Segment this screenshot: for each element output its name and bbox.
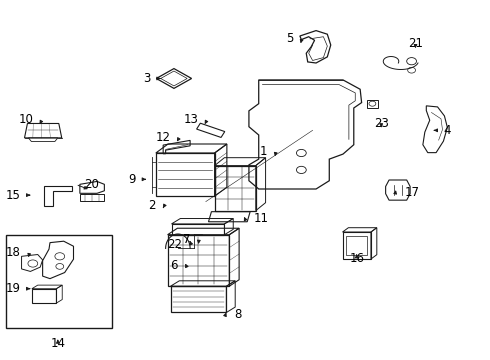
- Text: 9: 9: [129, 173, 136, 186]
- Text: 2: 2: [148, 199, 156, 212]
- Text: 6: 6: [170, 259, 177, 272]
- Text: 21: 21: [408, 37, 423, 50]
- Text: 22: 22: [167, 238, 182, 251]
- Text: 23: 23: [374, 117, 389, 130]
- Text: 10: 10: [19, 113, 33, 126]
- Text: 16: 16: [349, 252, 364, 265]
- Text: 19: 19: [5, 282, 21, 295]
- Text: 11: 11: [254, 212, 269, 225]
- Text: 1: 1: [260, 145, 267, 158]
- Text: 3: 3: [144, 72, 151, 85]
- Text: 15: 15: [6, 189, 21, 202]
- Text: 7: 7: [183, 233, 190, 246]
- Text: 14: 14: [50, 337, 65, 350]
- Text: 12: 12: [155, 131, 171, 144]
- Text: 17: 17: [404, 186, 419, 199]
- Text: 18: 18: [6, 246, 21, 259]
- Text: 8: 8: [234, 309, 242, 321]
- Text: 20: 20: [84, 178, 99, 191]
- Text: 5: 5: [286, 32, 293, 45]
- Text: 13: 13: [184, 113, 198, 126]
- Text: 4: 4: [443, 124, 451, 137]
